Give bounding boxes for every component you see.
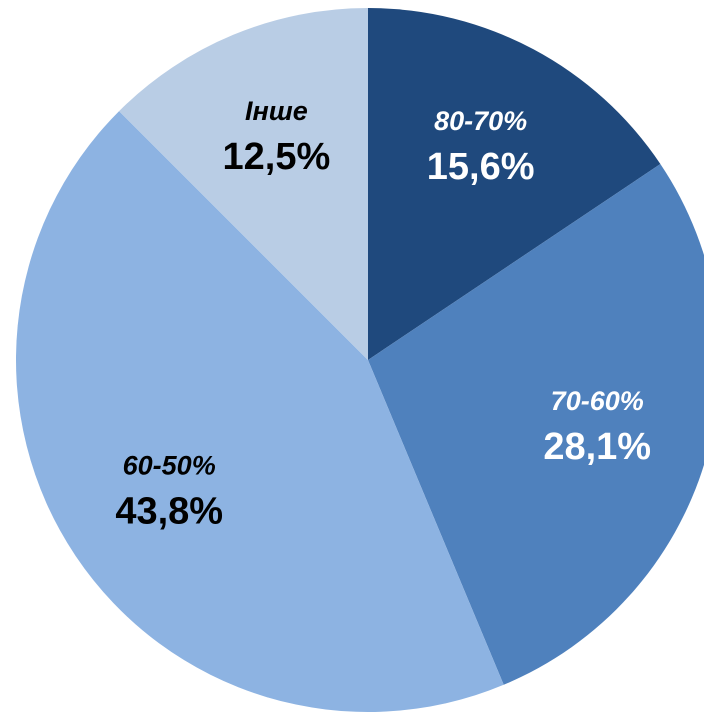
- slice-category-label: 70-60%: [551, 386, 644, 416]
- slice-value-label: 43,8%: [115, 490, 223, 532]
- pie-slice: [15, 111, 504, 712]
- slice-category-label: Інше: [245, 96, 308, 126]
- slice-category-label: 80-70%: [434, 106, 527, 136]
- pie-slice: [368, 163, 704, 685]
- slice-value-label: 12,5%: [223, 136, 331, 178]
- slice-category-label: 60-50%: [123, 450, 216, 480]
- pie-slice: [368, 8, 661, 360]
- pie-slice: [119, 8, 368, 360]
- slice-value-label: 15,6%: [427, 146, 535, 188]
- slice-value-label: 28,1%: [543, 426, 651, 468]
